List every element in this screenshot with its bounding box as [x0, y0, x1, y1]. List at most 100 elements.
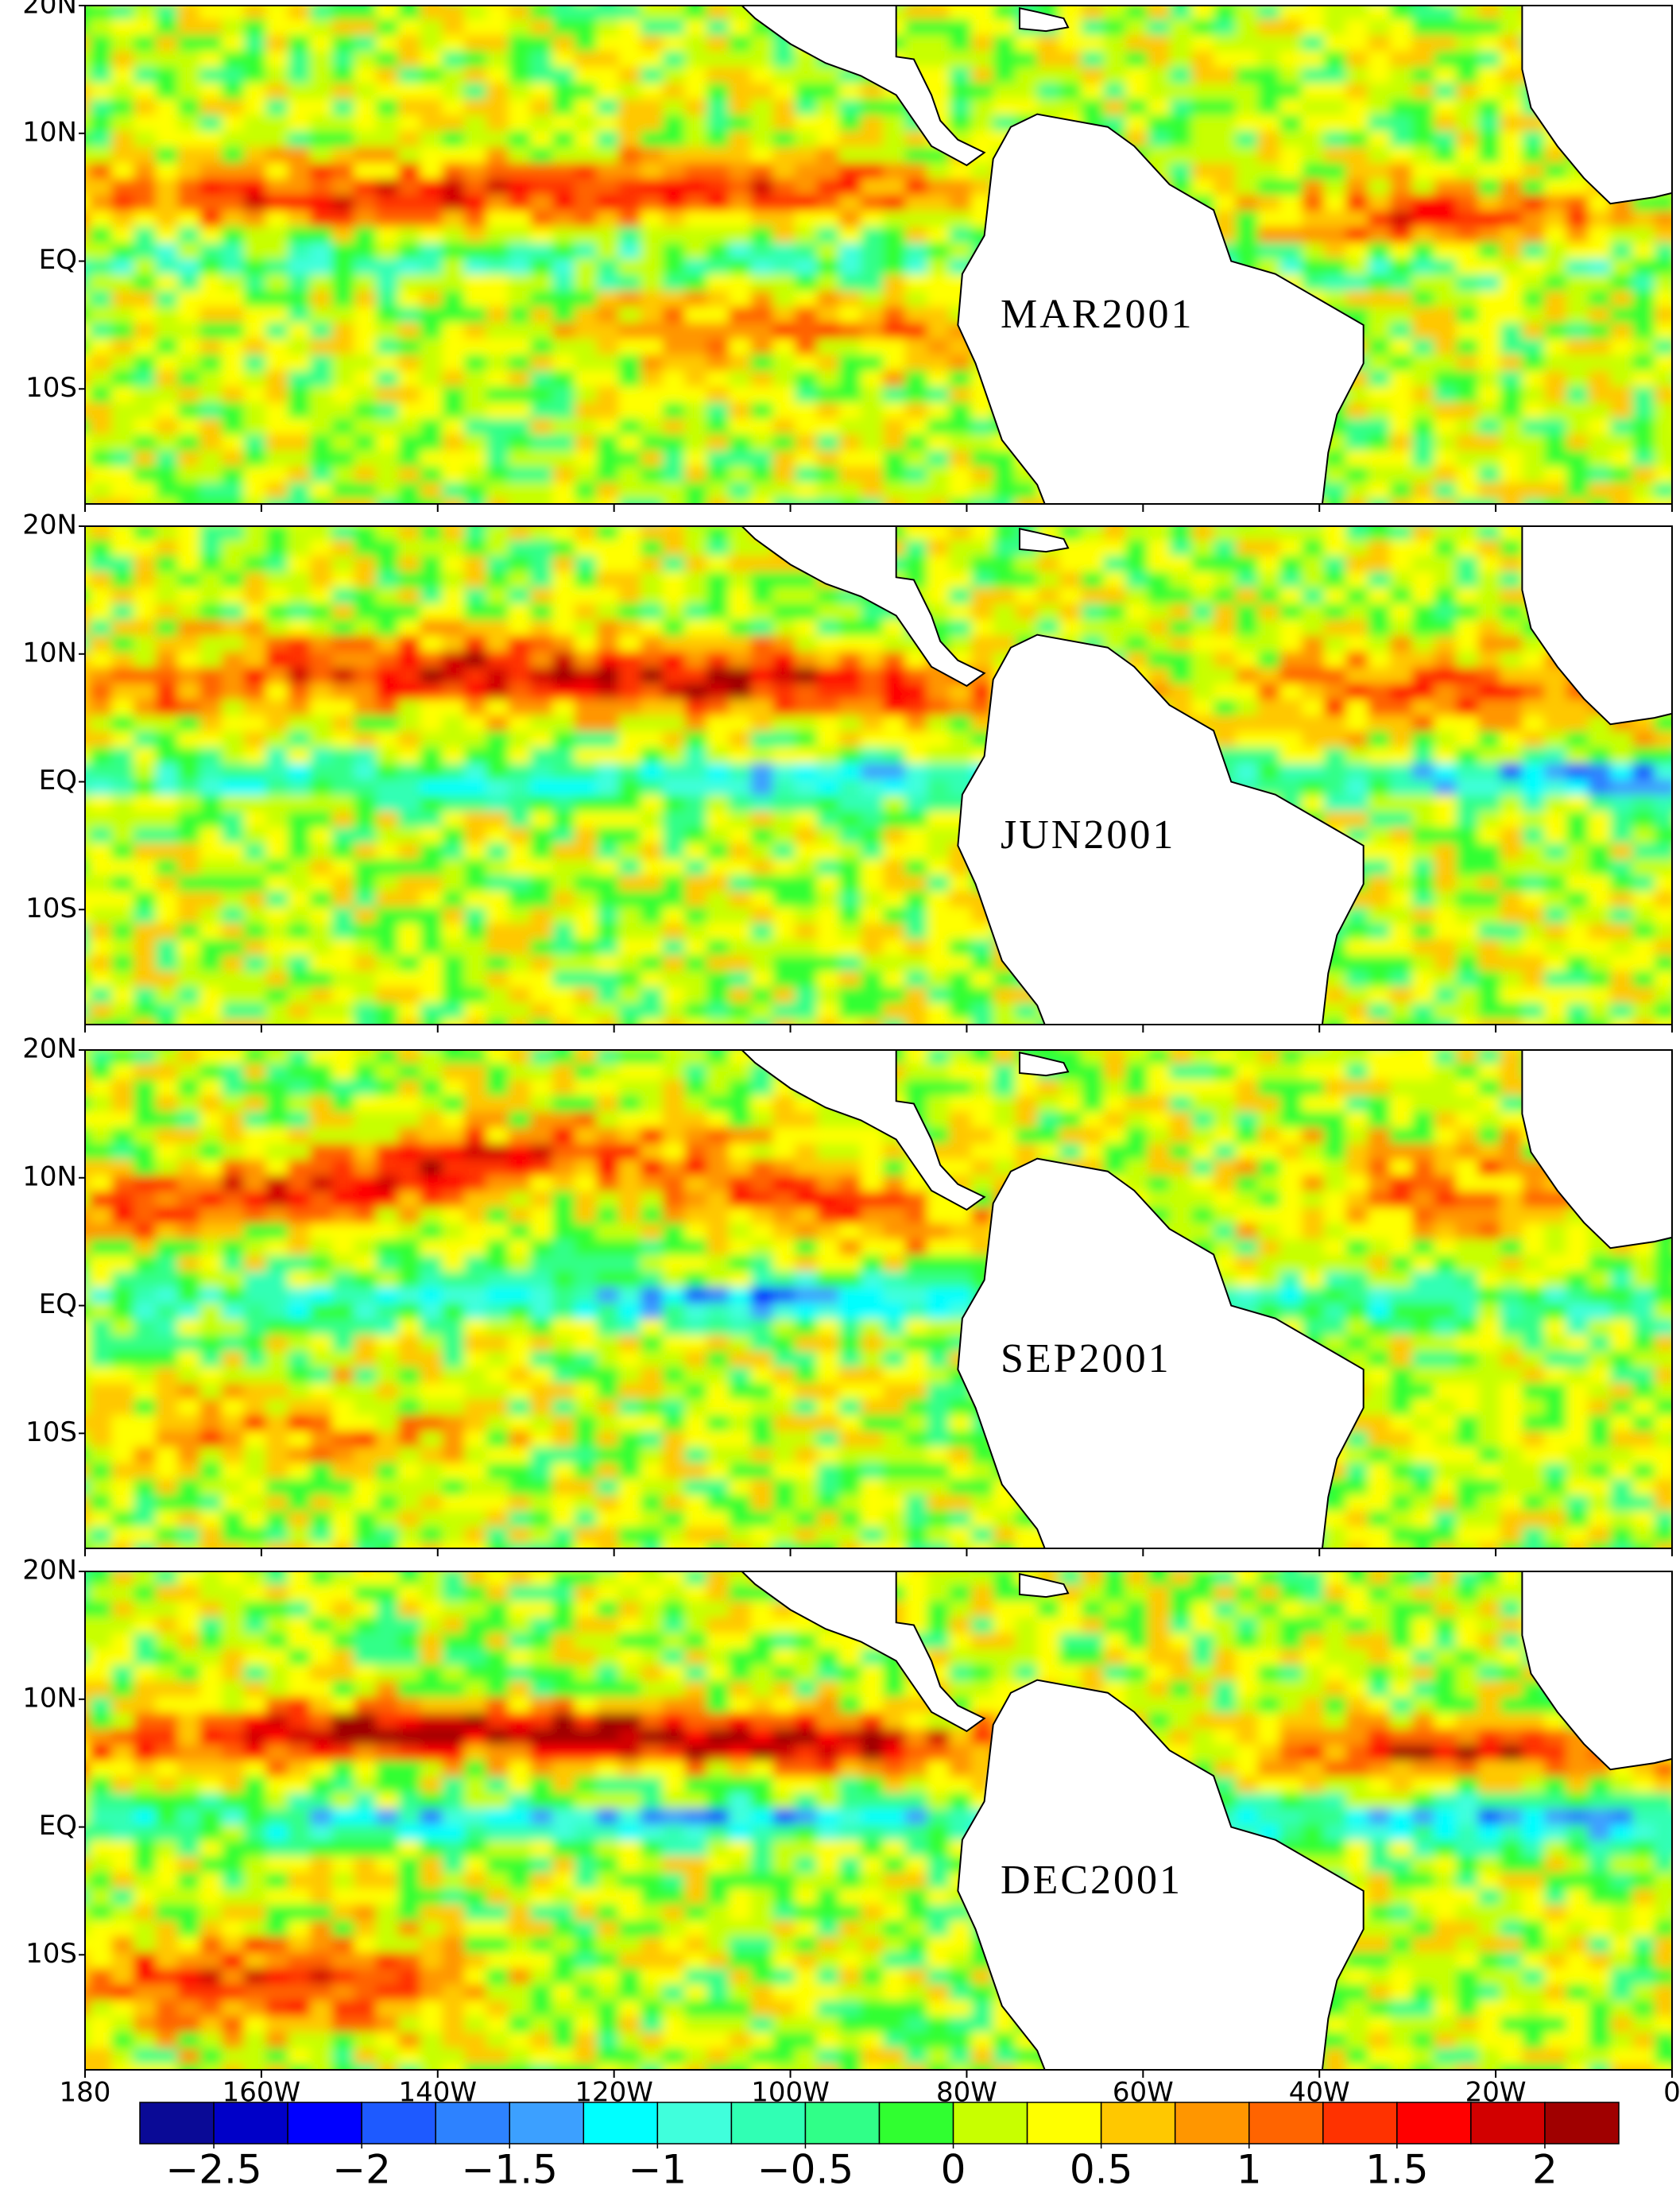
field-cell	[729, 242, 752, 258]
field-cell	[288, 226, 311, 242]
field-cell	[111, 811, 134, 827]
field-cell	[1059, 619, 1082, 636]
field-cell	[1191, 162, 1214, 179]
field-cell	[376, 417, 399, 434]
field-cell	[68, 1002, 91, 1019]
field-cell	[684, 635, 707, 652]
field-cell	[839, 82, 862, 99]
field-cell	[1632, 482, 1655, 498]
field-cell	[68, 986, 91, 1003]
field-cell	[530, 226, 553, 242]
field-cell	[772, 50, 795, 67]
field-cell	[509, 401, 532, 418]
field-cell	[575, 226, 598, 242]
field-cell	[618, 210, 641, 227]
field-cell	[663, 18, 686, 35]
field-cell	[596, 779, 619, 796]
field-cell	[222, 354, 245, 370]
field-cell	[1346, 162, 1369, 179]
field-cell	[244, 386, 267, 402]
field-cell	[1434, 667, 1457, 684]
field-cell	[1589, 401, 1612, 418]
field-cell	[1655, 354, 1678, 370]
field-cell	[1302, 762, 1325, 779]
field-cell	[618, 82, 641, 99]
field-cell	[1500, 938, 1523, 955]
field-cell	[68, 874, 91, 891]
field-cell	[1148, 66, 1171, 83]
field-cell	[772, 619, 795, 636]
field-cell	[1368, 811, 1391, 827]
field-cell	[839, 338, 862, 355]
field-cell	[684, 34, 707, 51]
field-cell	[111, 1002, 134, 1019]
field-cell	[575, 730, 598, 747]
field-cell	[1412, 34, 1435, 51]
field-cell	[244, 66, 267, 83]
field-cell	[1655, 0, 1678, 3]
field-cell	[1456, 715, 1479, 731]
field-cell	[596, 114, 619, 131]
field-cell	[1258, 507, 1281, 524]
field-cell	[530, 1034, 553, 1051]
field-cell	[1412, 938, 1435, 955]
field-cell	[1368, 354, 1391, 370]
field-cell	[1610, 290, 1633, 307]
field-cell	[1566, 306, 1589, 323]
field-cell	[442, 730, 465, 747]
field-cell	[751, 354, 774, 370]
field-cell	[464, 130, 487, 147]
field-cell	[663, 890, 686, 907]
field-cell	[134, 874, 157, 891]
field-cell	[288, 178, 311, 195]
field-cell	[1324, 555, 1347, 571]
field-cell	[618, 938, 641, 955]
field-cell	[817, 354, 840, 370]
field-cell	[1279, 162, 1303, 179]
field-cell	[1214, 555, 1237, 571]
field-cell	[1170, 130, 1193, 147]
field-cell	[839, 971, 862, 987]
field-cell	[1324, 715, 1347, 731]
field-cell	[509, 922, 532, 939]
field-cell	[1434, 401, 1457, 418]
field-cell	[420, 50, 443, 67]
field-cell	[706, 34, 730, 51]
field-cell	[751, 730, 774, 747]
field-cell	[265, 571, 288, 587]
field-cell	[1015, 571, 1038, 587]
field-cell	[288, 746, 311, 763]
field-cell	[772, 635, 795, 652]
field-cell	[1279, 715, 1303, 731]
field-cell	[751, 370, 774, 386]
field-cell	[288, 587, 311, 603]
field-cell	[90, 290, 113, 307]
field-cell	[1368, 194, 1391, 211]
field-cell	[596, 1018, 619, 1035]
field-cell	[222, 466, 245, 482]
field-cell	[288, 370, 311, 386]
field-cell	[1522, 811, 1545, 827]
field-cell	[464, 417, 487, 434]
field-cell	[729, 635, 752, 652]
field-cell	[222, 194, 245, 211]
field-cell	[1368, 18, 1391, 35]
field-cell	[1148, 0, 1171, 3]
field-cell	[1522, 370, 1545, 386]
field-cell	[1500, 890, 1523, 907]
field-cell	[376, 386, 399, 402]
field-cell	[1566, 242, 1589, 258]
field-cell	[332, 417, 355, 434]
field-cell	[1677, 162, 1680, 179]
field-cell	[420, 571, 443, 587]
field-cell	[905, 955, 928, 971]
field-cell	[1677, 466, 1680, 482]
field-cell	[111, 18, 134, 35]
field-cell	[1368, 498, 1391, 514]
field-cell	[177, 986, 200, 1003]
field-cell	[927, 779, 950, 796]
field-cell	[265, 82, 288, 99]
field-cell	[663, 114, 686, 131]
field-cell	[861, 162, 884, 179]
field-cell	[442, 555, 465, 571]
